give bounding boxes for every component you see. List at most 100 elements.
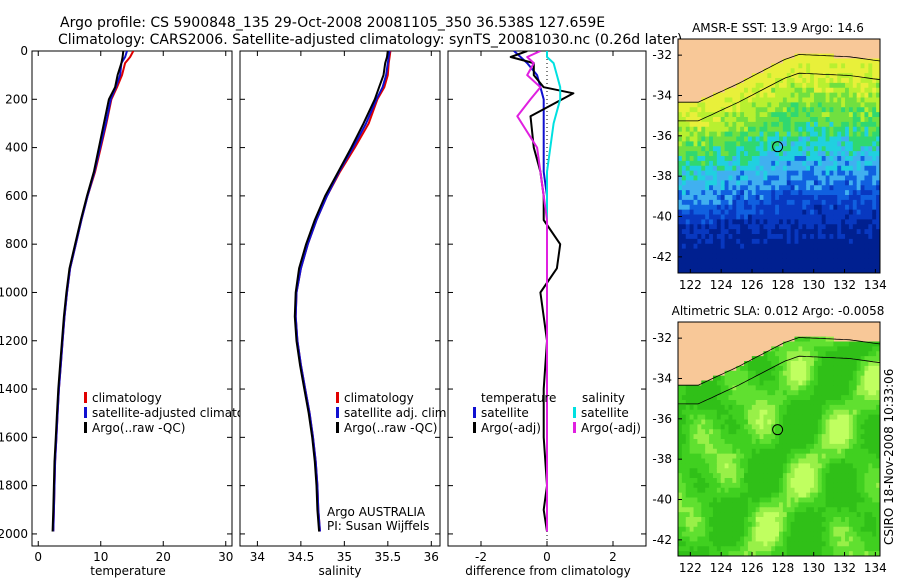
map-cell bbox=[864, 385, 869, 391]
map-cell bbox=[798, 521, 803, 528]
map-cell bbox=[821, 199, 827, 206]
map-cell bbox=[705, 175, 710, 181]
map-cell bbox=[852, 492, 858, 499]
map-cell bbox=[813, 112, 819, 118]
map-cell bbox=[755, 102, 761, 108]
map-cell bbox=[825, 482, 830, 489]
map-cell bbox=[794, 370, 799, 377]
map-cell bbox=[740, 521, 745, 528]
map-lon-label: 132 bbox=[833, 561, 856, 575]
map-cell bbox=[806, 473, 811, 479]
map-cell bbox=[864, 473, 869, 479]
map-cell bbox=[852, 238, 858, 245]
map-cell bbox=[712, 238, 718, 245]
map-cell bbox=[736, 429, 741, 435]
map-cell bbox=[681, 263, 687, 269]
map-cell bbox=[782, 365, 788, 372]
map-cell bbox=[709, 448, 714, 455]
map-cell bbox=[845, 512, 850, 518]
map-cell bbox=[759, 478, 764, 484]
map-cell bbox=[825, 185, 830, 191]
map-cell bbox=[837, 92, 842, 99]
map-cell bbox=[848, 224, 854, 230]
map-cell bbox=[763, 209, 768, 216]
map-cell bbox=[681, 473, 687, 479]
map-cell bbox=[864, 102, 869, 108]
map-cell bbox=[810, 258, 815, 264]
map-cell bbox=[848, 107, 854, 113]
map-cell bbox=[806, 341, 811, 347]
map-cell bbox=[848, 263, 854, 269]
map-cell bbox=[852, 229, 858, 235]
map-cell bbox=[782, 185, 788, 191]
map-cell bbox=[848, 370, 854, 377]
map-cell bbox=[852, 63, 858, 69]
map-cell bbox=[845, 400, 850, 406]
map-cell bbox=[813, 424, 819, 430]
map-cell bbox=[705, 263, 710, 269]
map-cell bbox=[860, 502, 865, 508]
map-cell bbox=[763, 78, 768, 84]
map-cell bbox=[845, 204, 850, 211]
map-cell bbox=[775, 487, 780, 494]
map-cell bbox=[802, 487, 807, 494]
map-cell bbox=[716, 165, 722, 172]
map-cell bbox=[744, 263, 749, 269]
map-cell bbox=[845, 219, 850, 225]
map-cell bbox=[841, 238, 846, 245]
map-cell bbox=[720, 185, 726, 191]
map-cell bbox=[697, 170, 702, 177]
map-cell bbox=[763, 253, 768, 259]
map-cell bbox=[848, 458, 854, 464]
map-cell bbox=[848, 248, 854, 255]
map-cell bbox=[779, 209, 784, 216]
map-cell bbox=[821, 351, 827, 357]
map-cell bbox=[782, 73, 788, 79]
map-cell bbox=[775, 536, 780, 542]
map-cell bbox=[852, 146, 858, 152]
map-cell bbox=[744, 492, 749, 499]
map-cell bbox=[872, 121, 877, 128]
map-cell bbox=[755, 546, 761, 552]
map-cell bbox=[841, 468, 846, 474]
map-cell bbox=[825, 141, 830, 147]
map-cell bbox=[732, 526, 737, 533]
map-cell bbox=[872, 390, 877, 396]
map-cell bbox=[856, 82, 862, 89]
map-cell bbox=[736, 380, 741, 386]
map-cell bbox=[759, 400, 764, 406]
map-cell bbox=[790, 175, 796, 181]
map-cell bbox=[860, 414, 865, 421]
map-cell bbox=[817, 526, 823, 533]
map-cell bbox=[755, 521, 761, 528]
map-cell bbox=[697, 219, 702, 225]
map-cell bbox=[817, 253, 823, 259]
map-cell bbox=[678, 453, 683, 460]
map-cell bbox=[697, 121, 702, 128]
map-cell bbox=[775, 131, 780, 138]
map-cell bbox=[794, 68, 799, 74]
map-cell bbox=[720, 214, 726, 220]
map-cell bbox=[697, 463, 702, 469]
map-cell bbox=[837, 551, 842, 556]
map-cell bbox=[767, 224, 772, 230]
map-cell bbox=[829, 87, 834, 94]
map-cell bbox=[837, 536, 842, 542]
map-cell bbox=[833, 487, 838, 494]
map-cell bbox=[813, 385, 819, 391]
map-cell bbox=[798, 346, 803, 352]
map-cell bbox=[841, 121, 846, 128]
map-cell bbox=[864, 453, 869, 460]
map-cell bbox=[744, 180, 749, 186]
map-cell bbox=[798, 517, 803, 523]
map-cell bbox=[848, 531, 854, 538]
map-cell bbox=[736, 390, 741, 396]
map-cell bbox=[747, 209, 753, 216]
map-cell bbox=[810, 219, 815, 225]
map-cell bbox=[751, 478, 757, 484]
map-cell bbox=[856, 224, 862, 230]
map-cell bbox=[763, 478, 768, 484]
map-cell bbox=[767, 78, 772, 84]
map-cell bbox=[720, 448, 726, 455]
sst-map-title: AMSR-E SST: 13.9 Argo: 14.6 bbox=[692, 21, 864, 35]
